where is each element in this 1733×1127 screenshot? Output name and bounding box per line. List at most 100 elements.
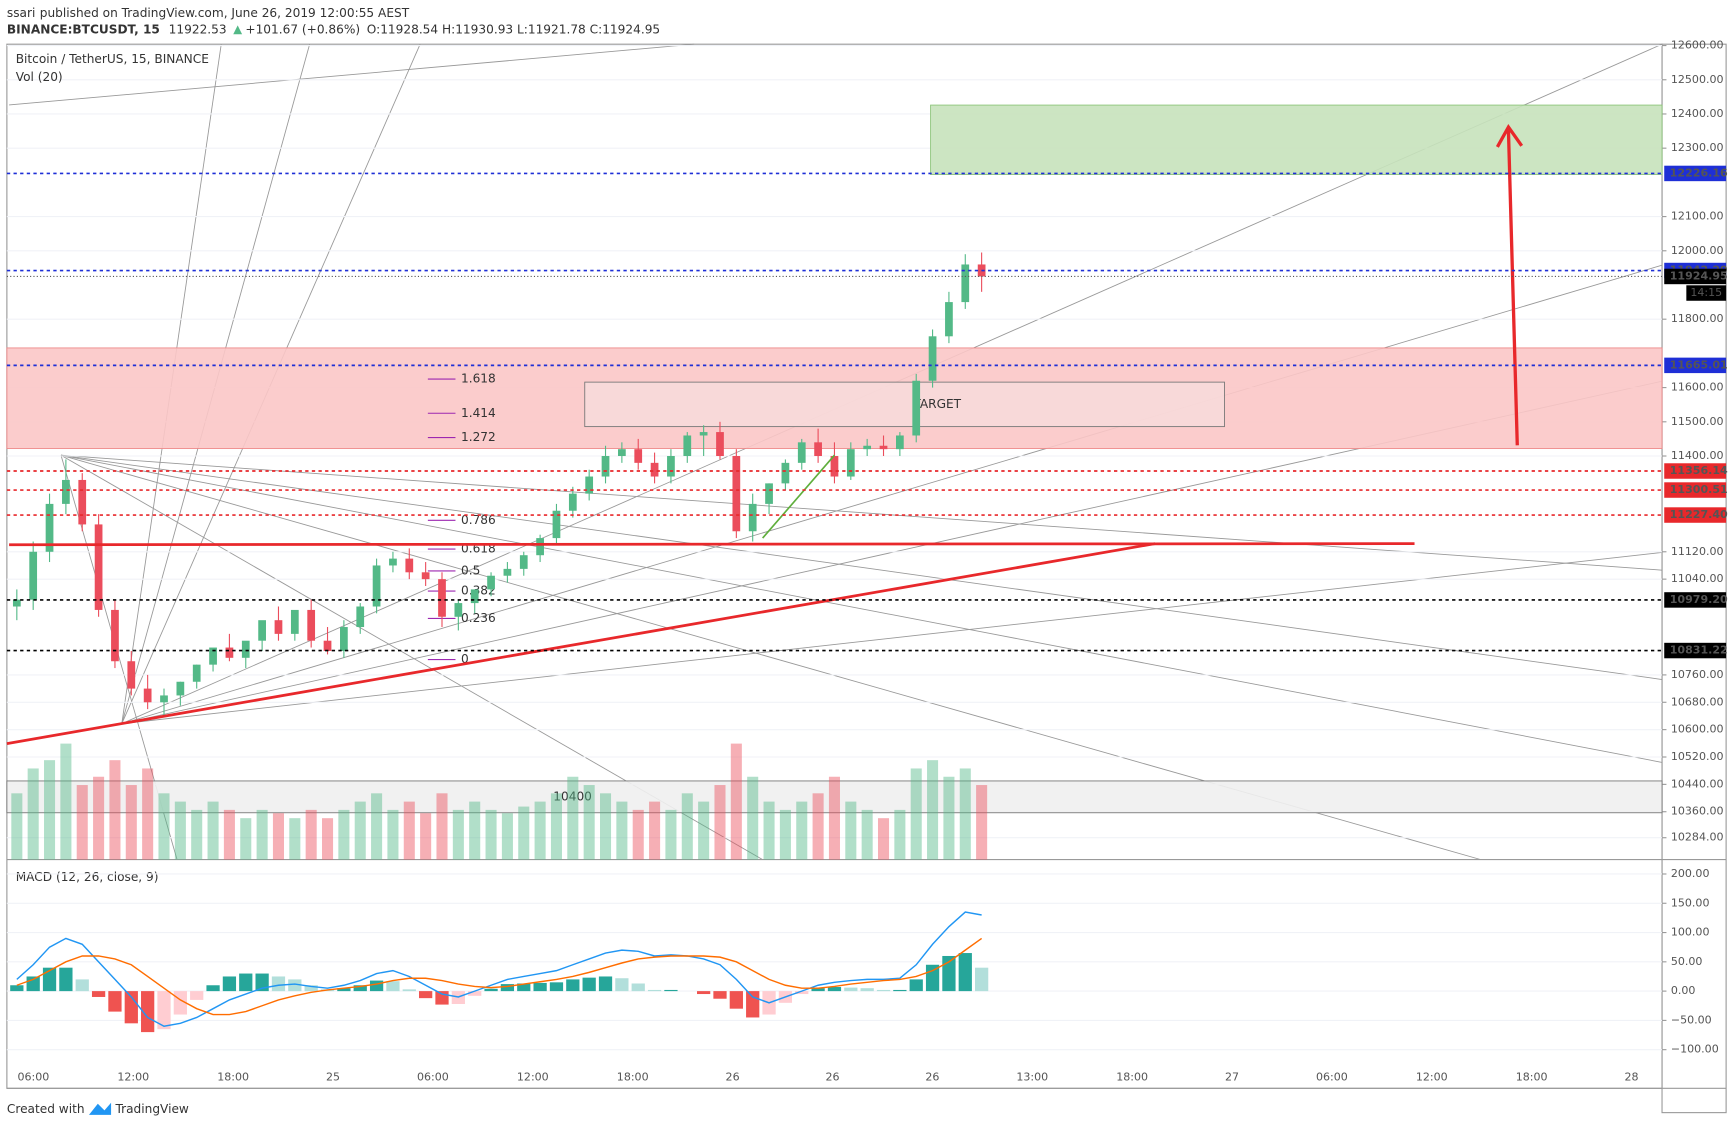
volume-bar xyxy=(665,809,677,860)
macd-title: MACD (12, 26, close, 9) xyxy=(16,870,159,884)
volume-bar xyxy=(174,801,186,860)
y-tick-label: 10680.00 xyxy=(1671,695,1724,708)
level-label: 11300.51 xyxy=(1670,483,1728,496)
publisher: ssari xyxy=(7,6,35,20)
candle-body xyxy=(192,664,201,682)
level-tag xyxy=(1664,592,1727,608)
candle-body xyxy=(438,579,446,617)
volume-bar xyxy=(125,785,137,860)
candle-body xyxy=(568,493,577,511)
y-tick-label: 11800.00 xyxy=(1671,312,1724,325)
candle-body xyxy=(503,568,512,576)
header-change: +101.67 (+0.86%) xyxy=(245,22,360,36)
macd-histogram-bar xyxy=(647,989,662,992)
trendline xyxy=(6,542,1156,745)
volume-bar xyxy=(93,776,105,860)
x-tick-label: 12:00 xyxy=(1416,1070,1448,1083)
countdown: 14:15 xyxy=(1690,286,1722,299)
zone xyxy=(6,780,1663,814)
fib-label: 0.786 xyxy=(461,513,496,527)
x-tick-label: 26 xyxy=(825,1070,839,1083)
candle-body xyxy=(748,503,757,532)
candle-body xyxy=(258,620,266,641)
candle-body xyxy=(732,456,741,532)
y-tick-label: 10520.00 xyxy=(1671,750,1724,763)
y-tick-label: 10600.00 xyxy=(1671,723,1724,736)
y-tick-label: 10440.00 xyxy=(1671,777,1724,790)
macd-histogram-bar xyxy=(124,991,138,1024)
volume-bar xyxy=(240,818,252,860)
volume-bar xyxy=(322,818,334,860)
y-tick-label: 12000.00 xyxy=(1671,244,1724,257)
trendline xyxy=(9,542,1415,547)
volume-bar xyxy=(518,806,530,860)
volume-bar xyxy=(289,818,301,860)
fib-label: 1.618 xyxy=(461,372,496,386)
volume-bar xyxy=(142,768,154,860)
volume-bar xyxy=(747,776,759,860)
volume-bar xyxy=(812,793,824,860)
volume-bar xyxy=(681,793,693,860)
level-tag xyxy=(1664,482,1727,498)
volume-bar xyxy=(44,760,56,860)
x-tick-label: 26 xyxy=(726,1070,740,1083)
macd-histogram-bar xyxy=(746,991,760,1018)
volume-bar xyxy=(714,785,726,860)
volume-bar xyxy=(779,809,791,860)
volume-bar xyxy=(191,809,203,860)
volume-bar xyxy=(534,801,546,860)
candle-body xyxy=(405,558,414,573)
candle-body xyxy=(716,432,724,457)
candle-body xyxy=(421,572,430,580)
macd-histogram-bar xyxy=(141,991,155,1033)
macd-histogram-bar xyxy=(876,989,891,992)
x-tick-label: 13:00 xyxy=(1016,1070,1048,1083)
volume-bar xyxy=(256,809,268,860)
volume-bar xyxy=(387,809,399,860)
candle-body xyxy=(274,620,283,634)
macd-histogram-bar xyxy=(549,982,564,992)
volume-bar xyxy=(976,785,988,860)
y-tick-label: 11400.00 xyxy=(1671,449,1724,462)
brand-icon xyxy=(88,1102,112,1115)
level-label: 11665.01 xyxy=(1670,358,1728,371)
candle-body xyxy=(618,449,626,457)
x-tick-label: 25 xyxy=(326,1070,340,1083)
x-tick-label: 18:00 xyxy=(1516,1070,1548,1083)
volume-bar xyxy=(403,801,415,860)
y-tick-label: 0.00 xyxy=(1671,984,1696,997)
volume-bar xyxy=(11,793,23,860)
zone-label: TARGET xyxy=(912,397,961,411)
symbol: BINANCE:BTCUSDT, 15 xyxy=(7,22,160,36)
macd-histogram-bar xyxy=(10,985,24,992)
volume-bar xyxy=(338,809,350,860)
volume-bar xyxy=(158,793,170,860)
macd-histogram-bar xyxy=(827,987,842,992)
candle-body xyxy=(356,606,365,628)
volume-bar xyxy=(469,801,481,860)
last-price-label: 11924.95 xyxy=(1670,269,1728,282)
volume-bar xyxy=(27,768,39,860)
x-tick-label: 06:00 xyxy=(1316,1070,1348,1083)
volume-bar xyxy=(550,793,562,860)
x-tick-label: 28 xyxy=(1625,1070,1639,1083)
zone xyxy=(584,381,1225,428)
candle-body xyxy=(961,264,970,303)
fib-label: 0 xyxy=(461,652,469,666)
candle-body xyxy=(536,538,544,556)
y-tick-label: 12100.00 xyxy=(1671,210,1724,223)
candle-body xyxy=(340,627,348,651)
candle-body xyxy=(160,695,168,703)
y-tick-label: −50.00 xyxy=(1671,1013,1712,1026)
volume-bar xyxy=(599,793,612,860)
volume-title: Vol (20) xyxy=(16,70,63,84)
macd-histogram-bar xyxy=(500,984,515,992)
macd-histogram-bar xyxy=(42,967,57,992)
macd-histogram-bar xyxy=(239,973,253,992)
y-tick-label: 10360.00 xyxy=(1671,805,1724,818)
volume-bar xyxy=(927,760,939,860)
x-tick-label: 18:00 xyxy=(217,1070,249,1083)
macd-histogram-bar xyxy=(190,991,204,1000)
macd-histogram-bar xyxy=(402,989,416,992)
